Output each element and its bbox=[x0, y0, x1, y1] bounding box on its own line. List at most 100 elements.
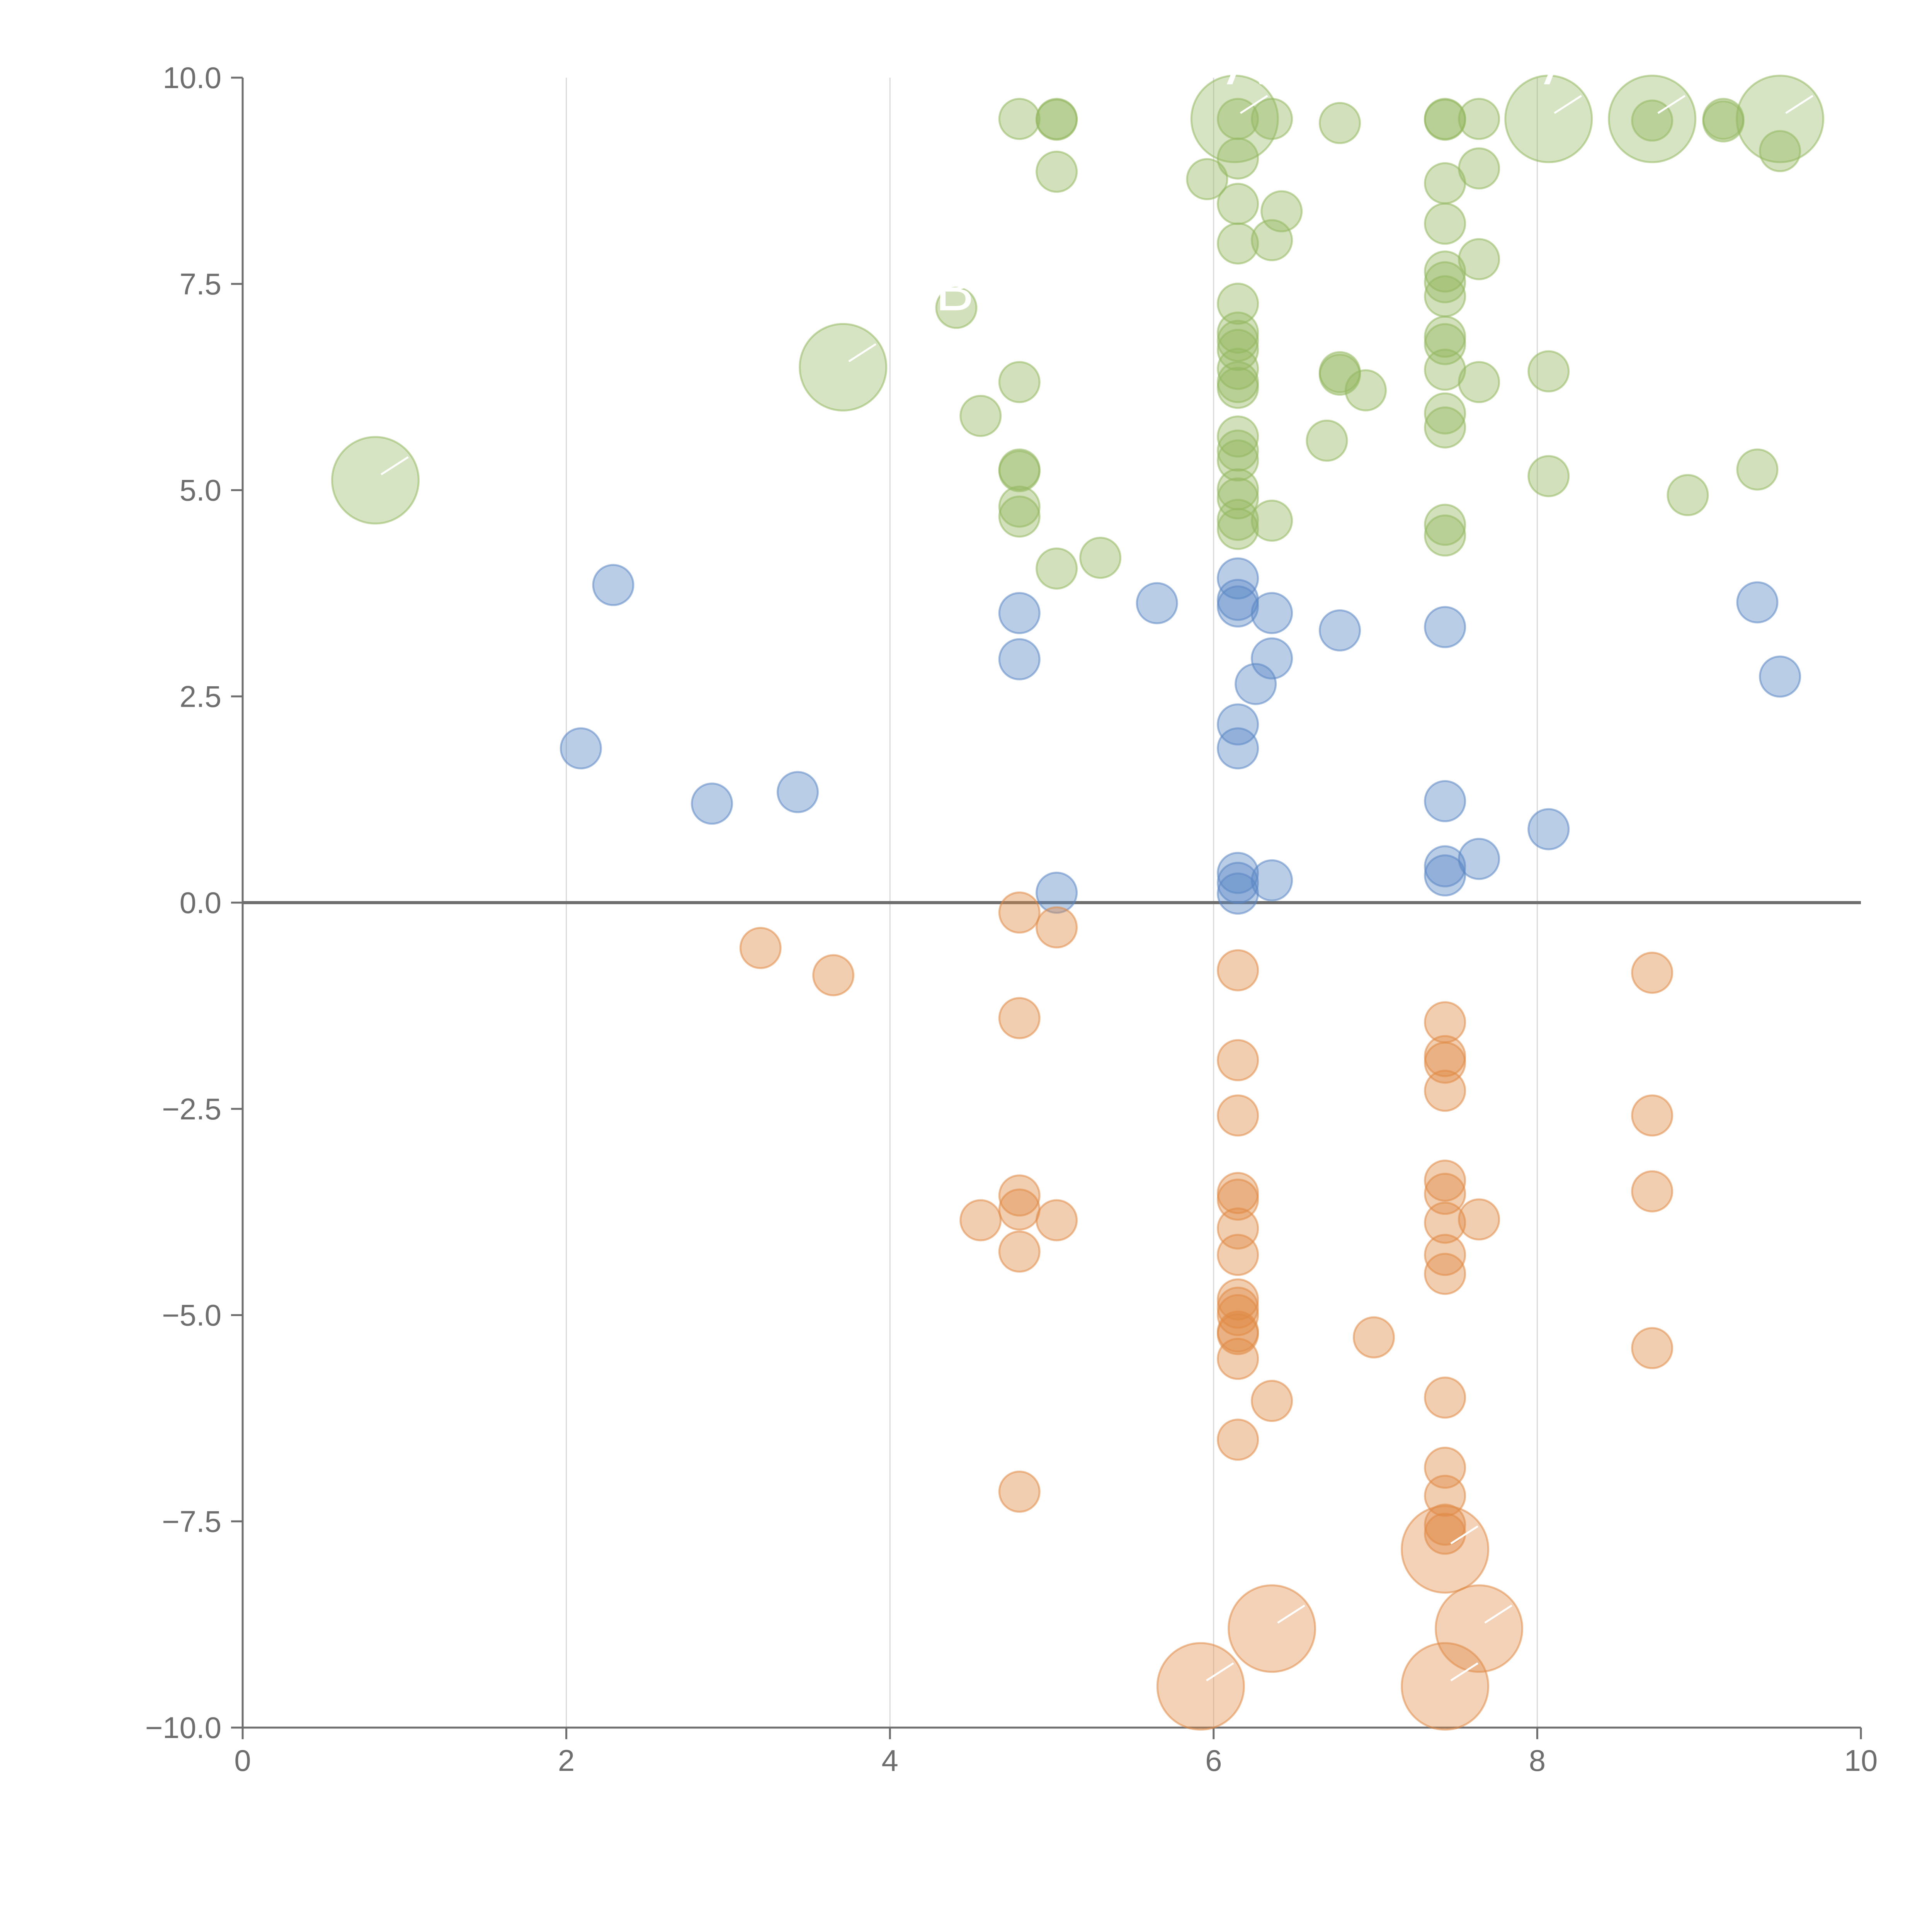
y-tick-label: −5.0 bbox=[162, 1298, 221, 1332]
orange-point bbox=[1631, 1094, 1673, 1137]
blue-point bbox=[1217, 727, 1259, 770]
green-point bbox=[1217, 282, 1259, 325]
green-point bbox=[1424, 250, 1466, 293]
blue-point bbox=[1424, 845, 1466, 888]
orange-point bbox=[998, 997, 1041, 1039]
green-point bbox=[1260, 190, 1303, 233]
green-point bbox=[935, 287, 978, 329]
data-points bbox=[331, 75, 1825, 1731]
y-tick-label: −7.5 bbox=[162, 1504, 221, 1538]
orange-point bbox=[998, 1230, 1041, 1273]
green-point bbox=[998, 485, 1041, 528]
orange-point bbox=[1156, 1642, 1245, 1731]
blue-point bbox=[1217, 703, 1259, 746]
green-point bbox=[1217, 329, 1259, 371]
green-point bbox=[1424, 392, 1466, 435]
orange-point bbox=[1217, 1094, 1259, 1137]
green-point bbox=[1251, 98, 1293, 140]
orange-point bbox=[1458, 1198, 1500, 1241]
orange-point bbox=[1424, 1070, 1466, 1112]
x-tick-label: 2 bbox=[558, 1743, 575, 1777]
orange-point bbox=[1217, 1294, 1259, 1336]
y-tick-label: −10.0 bbox=[145, 1711, 221, 1745]
x-tick-label: 8 bbox=[1529, 1743, 1546, 1777]
green-point bbox=[1631, 99, 1673, 142]
green-point bbox=[1318, 102, 1361, 144]
orange-point bbox=[1217, 1338, 1259, 1380]
green-point bbox=[1736, 448, 1779, 491]
orange-point bbox=[1424, 1159, 1466, 1202]
green-point bbox=[1190, 75, 1279, 163]
green-point bbox=[1424, 349, 1466, 391]
green-point bbox=[998, 495, 1041, 538]
y-tick-label: 2.5 bbox=[180, 679, 221, 713]
blue-point bbox=[1251, 859, 1293, 901]
blue-point bbox=[1251, 592, 1293, 634]
green-point bbox=[1217, 498, 1259, 541]
x-tick-label: 4 bbox=[882, 1743, 898, 1777]
blue-point bbox=[776, 771, 819, 813]
green-point bbox=[1251, 219, 1293, 262]
orange-point bbox=[959, 1199, 1002, 1242]
orange-point bbox=[1217, 1313, 1259, 1355]
leader-line bbox=[1240, 95, 1268, 114]
green-point bbox=[1424, 514, 1466, 557]
green-point bbox=[1458, 147, 1500, 190]
orange-point bbox=[998, 891, 1041, 934]
green-point bbox=[799, 323, 888, 412]
blue-point bbox=[1217, 862, 1259, 904]
green-point bbox=[1667, 474, 1709, 516]
green-point bbox=[1458, 361, 1500, 403]
orange-point bbox=[739, 927, 782, 969]
green-point bbox=[1527, 455, 1570, 497]
orange-point bbox=[1228, 1584, 1316, 1673]
orange-point bbox=[1217, 1039, 1259, 1082]
green-point bbox=[1424, 323, 1466, 366]
blue-point bbox=[1036, 871, 1078, 914]
orange-point bbox=[1424, 1201, 1466, 1244]
orange-point bbox=[1631, 1327, 1673, 1369]
blue-point bbox=[1136, 582, 1178, 624]
blue-point bbox=[1424, 780, 1466, 822]
green-point bbox=[1217, 439, 1259, 482]
orange-point bbox=[998, 1470, 1041, 1513]
orange-point bbox=[1424, 1376, 1466, 1419]
blue-point bbox=[592, 564, 634, 606]
orange-point bbox=[1401, 1642, 1490, 1731]
orange-point bbox=[998, 1188, 1041, 1231]
orange-point bbox=[1036, 1199, 1078, 1242]
y-tick-label: −2.5 bbox=[162, 1092, 221, 1126]
green-point bbox=[1036, 150, 1078, 193]
blue-point bbox=[560, 727, 602, 770]
blue-point bbox=[1736, 581, 1779, 624]
orange-point bbox=[1251, 1380, 1293, 1422]
green-point bbox=[1036, 99, 1078, 141]
green-point bbox=[998, 450, 1041, 492]
blue-point bbox=[998, 638, 1041, 680]
green-point bbox=[1036, 547, 1078, 590]
leader-line bbox=[1450, 1525, 1479, 1544]
green-point bbox=[1527, 350, 1570, 393]
leader-line bbox=[1450, 1662, 1479, 1682]
y-tick-label: 0.0 bbox=[180, 886, 221, 920]
y-tick-label: 5.0 bbox=[180, 473, 221, 507]
green-point bbox=[1424, 275, 1466, 318]
orange-point bbox=[1424, 1503, 1466, 1546]
annotation-label: A bbox=[1714, 32, 1752, 97]
orange-point bbox=[1424, 1475, 1466, 1517]
green-point bbox=[1458, 238, 1500, 281]
blue-point bbox=[691, 782, 733, 825]
green-point bbox=[1608, 75, 1697, 163]
blue-point bbox=[1759, 655, 1801, 698]
green-point bbox=[1217, 222, 1259, 265]
orange-point bbox=[1217, 949, 1259, 992]
leader-line bbox=[848, 343, 877, 362]
green-point bbox=[1504, 75, 1593, 163]
green-point bbox=[1424, 406, 1466, 449]
orange-point bbox=[1424, 1234, 1466, 1276]
orange-point bbox=[1352, 1316, 1395, 1359]
orange-point bbox=[1217, 1418, 1259, 1461]
orange-point bbox=[1036, 906, 1078, 949]
leader-line bbox=[381, 456, 409, 475]
